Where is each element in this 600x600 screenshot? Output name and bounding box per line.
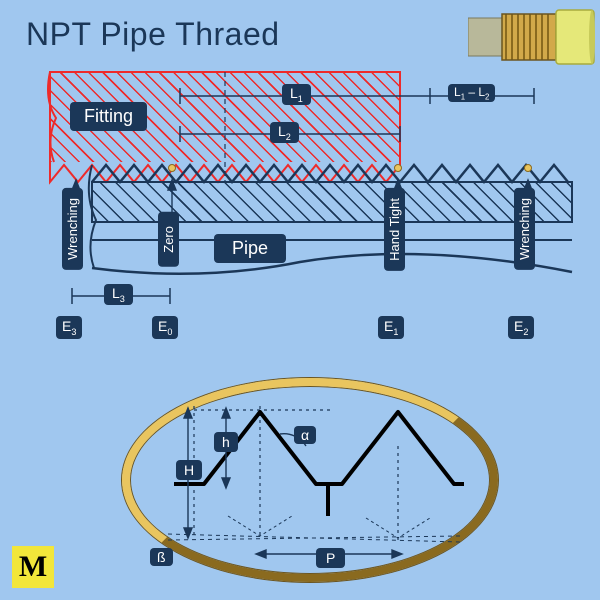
label-wrenching-right: Wrenching	[514, 188, 535, 270]
label-pipe: Pipe	[214, 234, 286, 263]
dim-L3: L3	[104, 284, 133, 305]
label-fitting: Fitting	[70, 102, 147, 131]
diagram-canvas: NPT Pipe Thraed	[0, 0, 600, 600]
label-E0: E0	[152, 316, 178, 339]
label-E3: E3	[56, 316, 82, 339]
dim-L1: L1	[282, 84, 311, 105]
label-E2: E2	[508, 316, 534, 339]
profile-H: H	[176, 460, 202, 480]
profile-P: P	[316, 548, 345, 568]
thread-profile-svg	[130, 386, 490, 574]
profile-alpha: α	[294, 426, 316, 444]
dim-L2: L2	[270, 122, 299, 143]
label-E1: E1	[378, 316, 404, 339]
dim-L1-L2: L1 – L2	[448, 84, 495, 102]
profile-h: h	[214, 432, 238, 452]
label-wrenching-left: Wrenching	[62, 188, 83, 270]
profile-beta: ß	[150, 548, 173, 566]
label-hand-tight: Hand Tight	[384, 188, 405, 271]
label-zero: Zero	[158, 212, 179, 267]
logo-m: M	[12, 546, 54, 588]
